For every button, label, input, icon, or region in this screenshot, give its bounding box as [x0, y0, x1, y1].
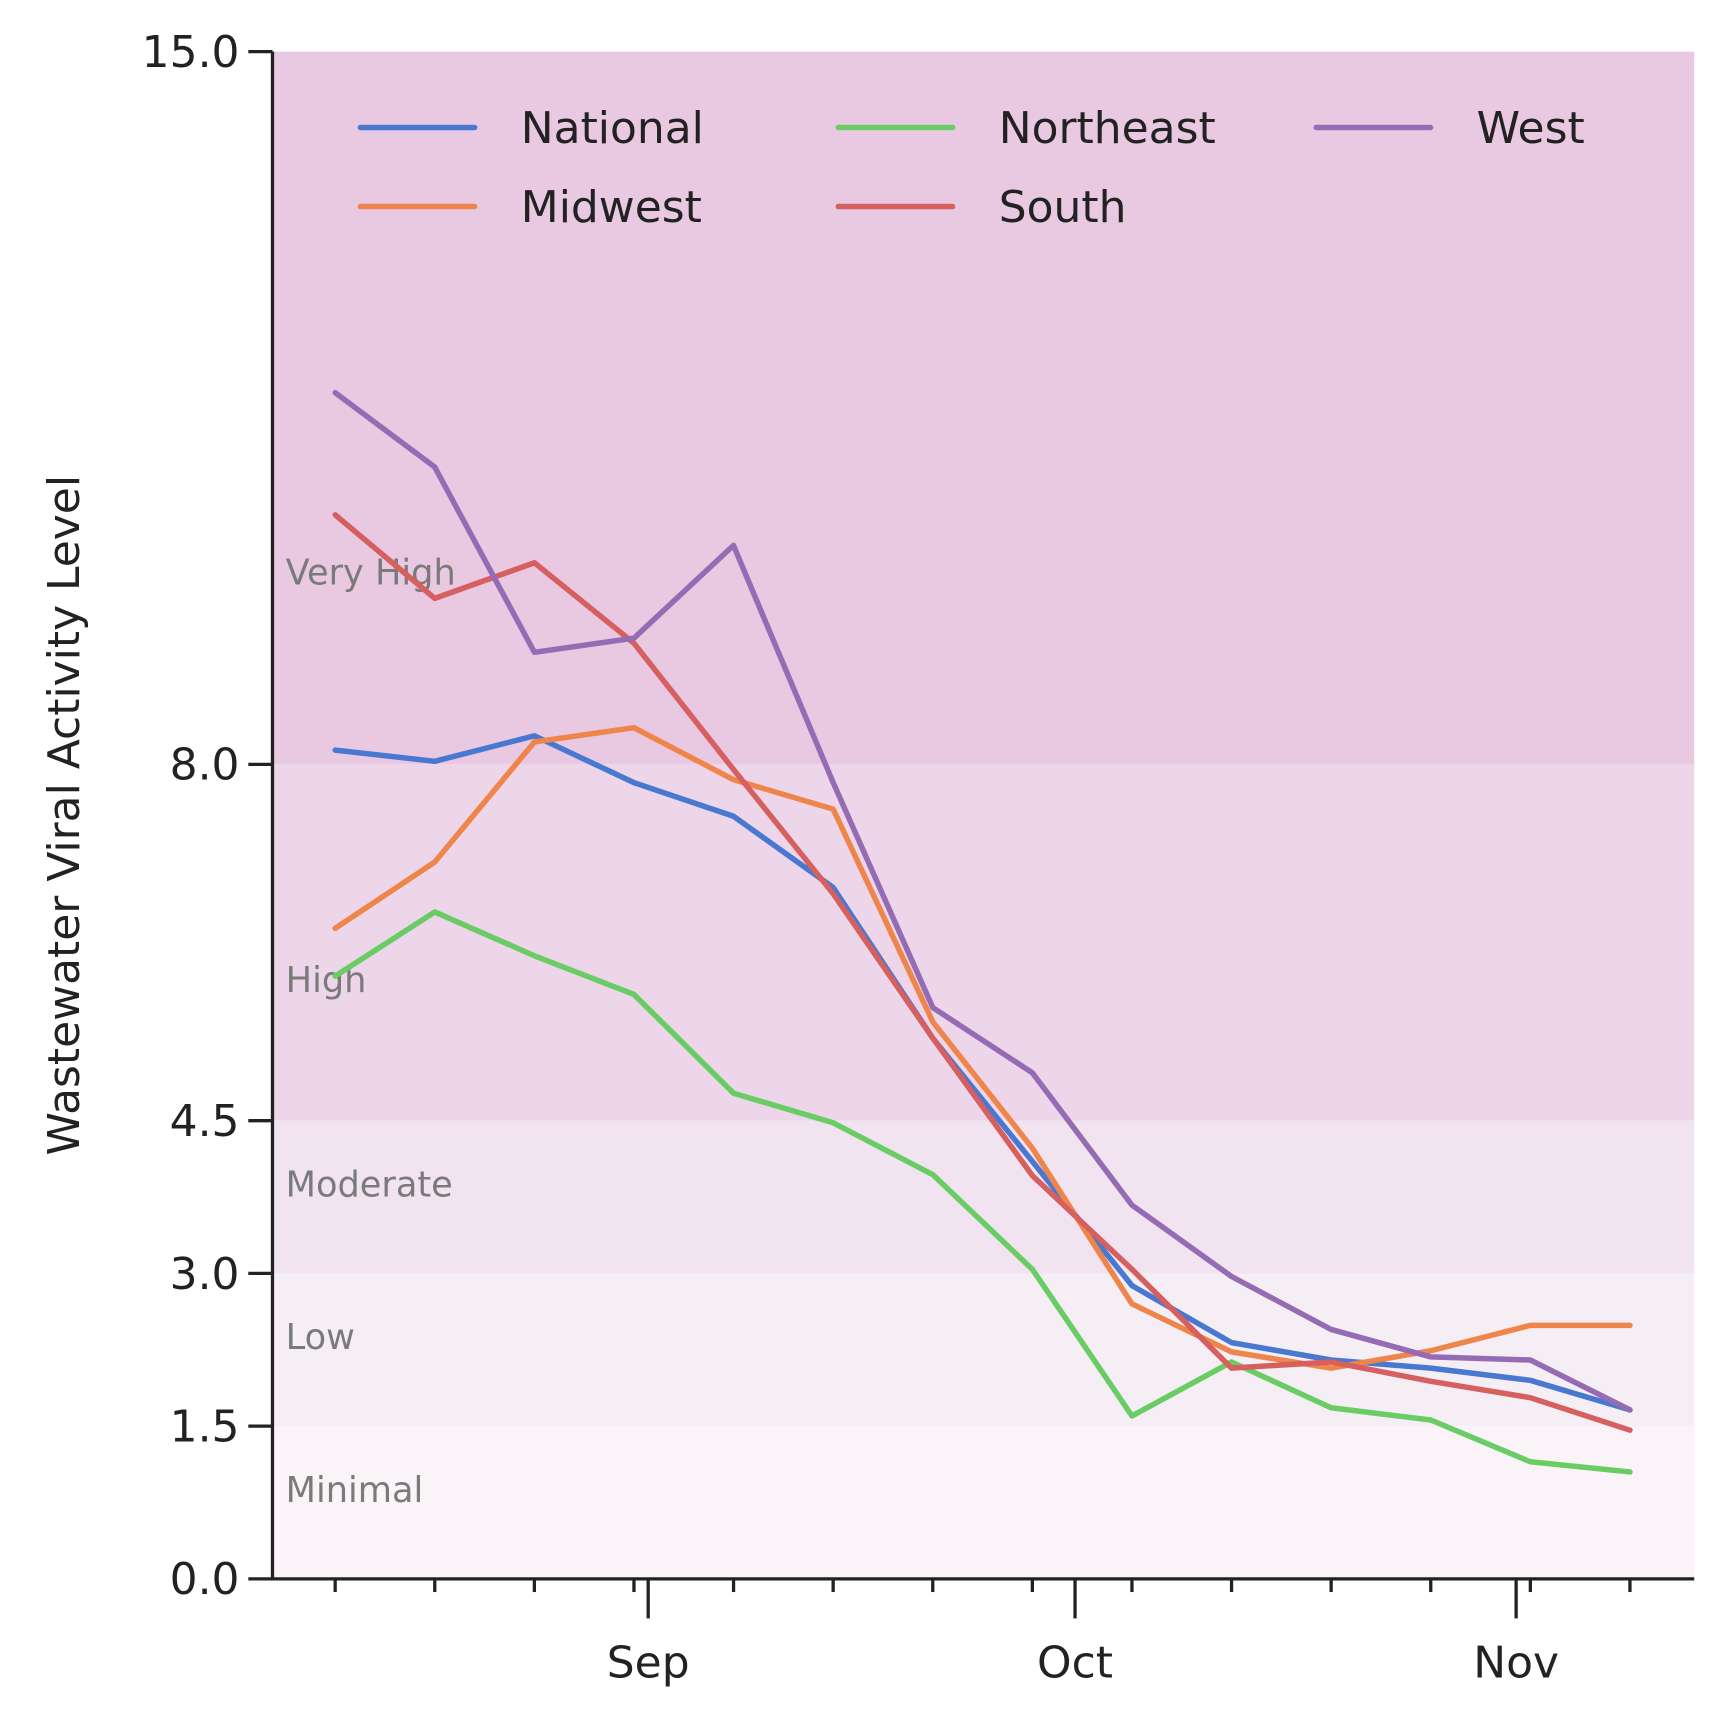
legend-item-midwest: Midwest	[357, 182, 702, 233]
x-tick-label: Nov	[1473, 1638, 1559, 1689]
band-very-high	[272, 51, 1695, 765]
band-label: Low	[286, 1317, 355, 1358]
band-label: Very High	[286, 553, 456, 594]
band-label: Moderate	[286, 1165, 453, 1206]
series-line-national	[332, 733, 1633, 1413]
axes: 0.0 1.5 3.0 4.5 8.0 15.0 Sep Oct Nov	[142, 27, 1695, 1689]
band-high	[272, 764, 1695, 1121]
legend-label: South	[999, 182, 1127, 233]
band-label: Minimal	[286, 1470, 424, 1511]
band-minimal	[272, 1426, 1695, 1579]
y-axis-label: Wastewater Viral Activity Level	[39, 475, 90, 1156]
y-tick-label: 0.0	[170, 1554, 240, 1605]
band-moderate	[272, 1120, 1695, 1274]
series-lines	[332, 389, 1633, 1475]
legend-item-west: West	[1313, 103, 1585, 154]
band-low	[272, 1273, 1695, 1427]
legend-label: Northeast	[999, 103, 1216, 154]
x-tick-label: Sep	[607, 1638, 690, 1689]
legend: National Midwest Northeast South West	[357, 103, 1585, 233]
y-tick-label: 4.5	[170, 1096, 240, 1147]
series-line-west	[332, 389, 1633, 1413]
y-tick-label: 15.0	[142, 27, 240, 78]
legend-item-northeast: Northeast	[835, 103, 1216, 154]
y-tick-label: 8.0	[170, 740, 240, 791]
series-line-northeast	[332, 909, 1633, 1475]
y-tick-label: 1.5	[170, 1402, 240, 1453]
severity-bands	[272, 51, 1695, 1579]
legend-label: National	[521, 103, 704, 154]
x-tick-label: Oct	[1037, 1638, 1113, 1689]
legend-item-south: South	[835, 182, 1127, 233]
legend-item-national: National	[357, 103, 704, 154]
legend-label: West	[1477, 103, 1585, 154]
legend-label: Midwest	[521, 182, 702, 233]
y-tick-label: 3.0	[170, 1249, 240, 1300]
series-line-south	[332, 512, 1633, 1433]
